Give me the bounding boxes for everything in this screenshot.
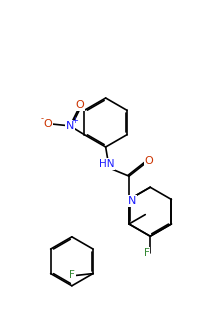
- Text: N: N: [66, 121, 74, 131]
- Text: O: O: [43, 119, 52, 129]
- Text: N: N: [128, 196, 136, 206]
- Text: +: +: [71, 116, 78, 124]
- Text: O: O: [145, 156, 153, 165]
- Text: HN: HN: [99, 159, 114, 169]
- Text: F: F: [69, 270, 75, 280]
- Text: O: O: [75, 100, 84, 110]
- Text: -: -: [41, 114, 43, 123]
- Text: F: F: [144, 248, 150, 258]
